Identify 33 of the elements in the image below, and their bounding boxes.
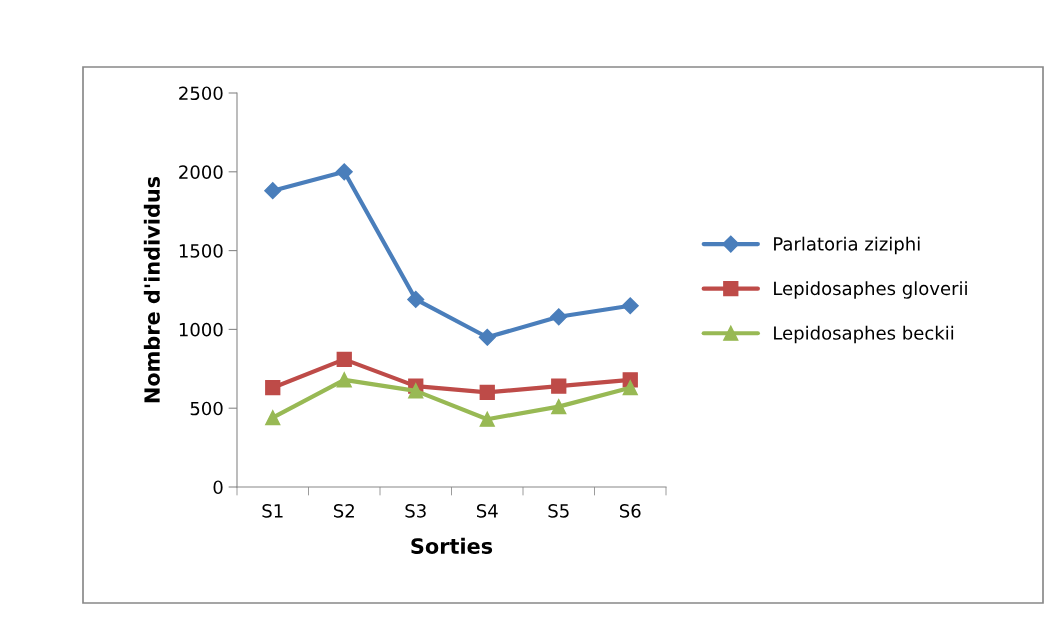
legend-label: Lepidosaphes gloverii bbox=[774, 281, 967, 299]
point bbox=[408, 383, 424, 399]
point bbox=[335, 163, 353, 181]
point bbox=[479, 384, 495, 401]
point bbox=[265, 410, 281, 426]
legend-label: Lepidosaphes beckii bbox=[774, 325, 954, 344]
x-tick-label: S4 bbox=[476, 503, 498, 518]
x-tick-label: S6 bbox=[619, 503, 641, 518]
point bbox=[479, 411, 495, 427]
point bbox=[478, 328, 496, 346]
x-tick-label: S3 bbox=[405, 503, 426, 518]
y-tick-label: 2500 bbox=[179, 86, 223, 101]
x-tick-label: S5 bbox=[548, 503, 569, 518]
y-tick-label: 1000 bbox=[179, 322, 223, 337]
legend-label: Parlatoria ziziphi bbox=[774, 236, 920, 255]
point bbox=[622, 380, 638, 396]
point bbox=[264, 182, 282, 200]
x-axis-title: Sorties bbox=[411, 537, 493, 554]
x-tick-label: S2 bbox=[333, 503, 354, 518]
point bbox=[336, 351, 352, 367]
point bbox=[265, 380, 281, 396]
point bbox=[336, 372, 352, 388]
y-tick-label: 2000 bbox=[179, 165, 223, 179]
y-tick-label: 500 bbox=[190, 401, 223, 416]
y-tick-label: 0 bbox=[213, 480, 223, 495]
y-tick-label: 1500 bbox=[179, 244, 223, 258]
x-tick-label: S1 bbox=[262, 503, 283, 518]
point bbox=[551, 398, 567, 415]
point bbox=[621, 297, 639, 315]
y-axis-title: Nombre d'individus bbox=[143, 176, 160, 403]
point bbox=[551, 378, 567, 394]
point bbox=[550, 308, 568, 326]
point bbox=[407, 290, 425, 309]
